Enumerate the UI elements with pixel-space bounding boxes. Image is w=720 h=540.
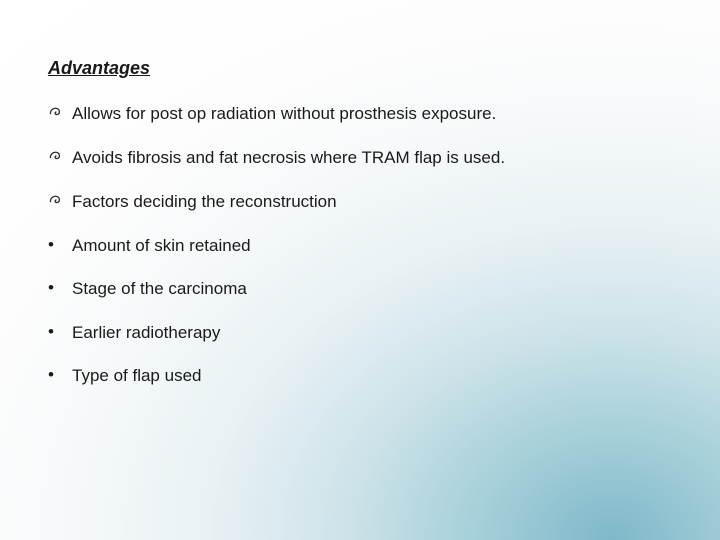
list-item-text: Amount of skin retained	[72, 235, 672, 256]
list-item-text: Allows for post op radiation without pro…	[72, 103, 672, 124]
slide: Advantages Allows for post op radiation …	[0, 0, 720, 540]
dot-icon: •	[48, 235, 66, 255]
list-item: • Type of flap used	[48, 365, 672, 386]
list-item-text: Earlier radiotherapy	[72, 322, 672, 343]
list-item: • Stage of the carcinoma	[48, 278, 672, 299]
dot-icon: •	[48, 365, 66, 385]
list-item: Avoids fibrosis and fat necrosis where T…	[48, 147, 672, 169]
list-item-text: Factors deciding the reconstruction	[72, 191, 672, 212]
dot-icon: •	[48, 322, 66, 342]
list-item-text: Type of flap used	[72, 365, 672, 386]
swirl-icon	[48, 192, 66, 213]
swirl-icon	[48, 148, 66, 169]
list-item: Allows for post op radiation without pro…	[48, 103, 672, 125]
list-item: Factors deciding the reconstruction	[48, 191, 672, 213]
dot-icon: •	[48, 278, 66, 298]
list-item: • Earlier radiotherapy	[48, 322, 672, 343]
list-item-text: Avoids fibrosis and fat necrosis where T…	[72, 147, 672, 168]
list-item: • Amount of skin retained	[48, 235, 672, 256]
slide-heading: Advantages	[48, 58, 672, 79]
swirl-icon	[48, 104, 66, 125]
list-item-text: Stage of the carcinoma	[72, 278, 672, 299]
